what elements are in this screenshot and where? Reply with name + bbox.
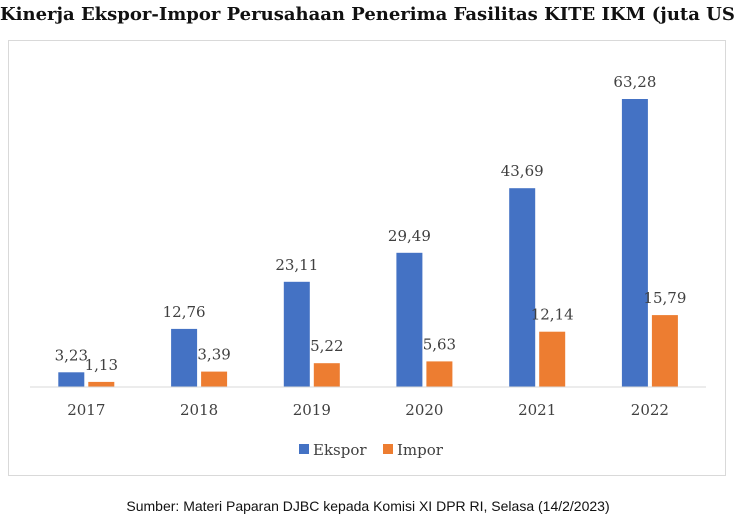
x-tick-labels-group: 2017 2018 2019 2020 2021 2022 xyxy=(67,401,669,419)
bar-ekspor-2018 xyxy=(171,328,198,387)
legend-label-impor: Impor xyxy=(397,441,444,459)
x-tick-label-2022: 2022 xyxy=(631,401,669,419)
source-note: Sumber: Materi Paparan DJBC kepada Komis… xyxy=(126,498,610,514)
x-tick-label-2019: 2019 xyxy=(293,401,331,419)
data-labels-group: 3,231,13 12,76 3,39 23,11 5,22 29,49 5,63 43,69… xyxy=(55,73,687,374)
data-label-ekspor-2022: 63,28 xyxy=(613,73,656,91)
bar-ekspor-2021 xyxy=(509,188,536,387)
data-label-ekspor-2021: 43,69 xyxy=(501,162,544,180)
chart-title: Kinerja Ekspor-Impor Perusahaan Penerima… xyxy=(0,4,736,25)
bar-impor-2021 xyxy=(539,331,566,387)
data-label-ekspor-2018: 12,76 xyxy=(163,303,206,321)
x-tick-label-2021: 2021 xyxy=(518,401,556,419)
data-label-impor-2020: 5,63 xyxy=(423,335,456,353)
bar-impor-2018 xyxy=(201,371,228,387)
data-label-ekspor-2020: 29,49 xyxy=(388,227,431,245)
data-label-impor-2022: 15,79 xyxy=(643,289,686,307)
data-label-impor-2021: 12,14 xyxy=(531,306,574,324)
x-tick-label-2017: 2017 xyxy=(67,401,105,419)
bar-impor-2022 xyxy=(651,315,678,387)
legend-swatch-impor xyxy=(383,444,393,454)
bar-ekspor-2019 xyxy=(283,281,310,387)
bars-group xyxy=(58,99,678,387)
bar-impor-2019 xyxy=(313,363,340,387)
data-label-impor-2019: 5,22 xyxy=(310,337,343,355)
data-label-ekspor-2019: 23,11 xyxy=(275,256,318,274)
data-label-impor-2018: 3,39 xyxy=(197,346,230,364)
bar-impor-2017 xyxy=(88,381,115,387)
data-label-ekspor-2017: 3,23 xyxy=(55,346,88,364)
legend: Ekspor Impor xyxy=(299,441,444,459)
legend-swatch-ekspor xyxy=(299,444,309,454)
bar-ekspor-2022 xyxy=(621,99,648,387)
bar-impor-2020 xyxy=(426,361,453,387)
chart-frame xyxy=(8,40,726,476)
bar-ekspor-2020 xyxy=(396,252,423,387)
bar-ekspor-2017 xyxy=(58,372,85,387)
x-tick-label-2018: 2018 xyxy=(180,401,218,419)
data-label-impor-2017: 1,13 xyxy=(85,356,118,374)
legend-label-ekspor: Ekspor xyxy=(313,441,367,459)
x-tick-label-2020: 2020 xyxy=(405,401,443,419)
